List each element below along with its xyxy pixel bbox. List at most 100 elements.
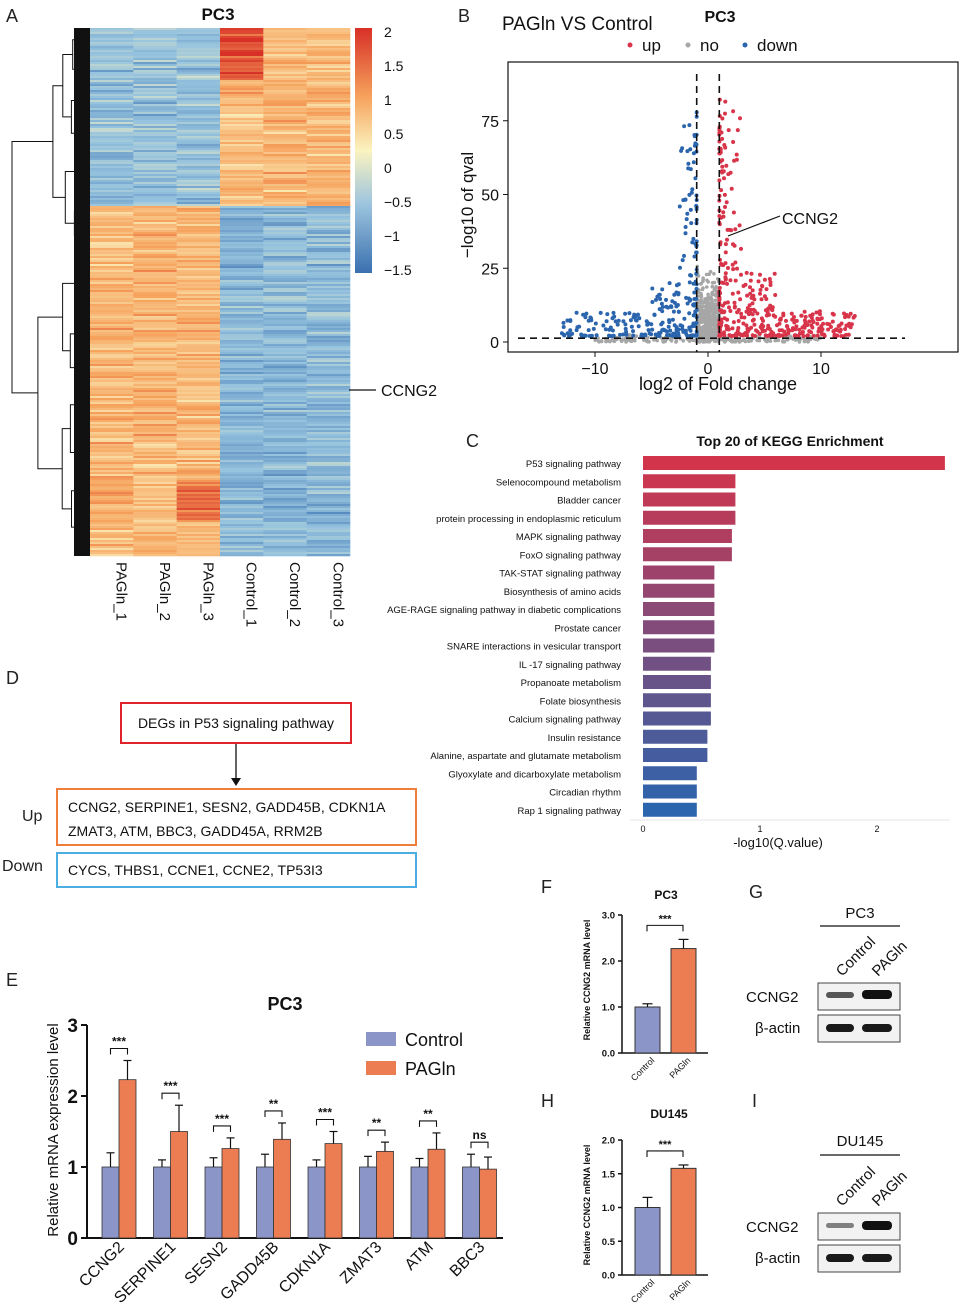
heatmap-cell	[306, 340, 351, 343]
heatmap-cell	[133, 130, 177, 133]
heatmap-cell	[220, 218, 264, 221]
heatmap-cell	[176, 276, 221, 279]
volcano-point-up	[750, 312, 755, 317]
expression-ytick-label: 1	[67, 1158, 78, 1179]
heatmap-cell	[306, 284, 351, 287]
heatmap-cell	[133, 464, 177, 467]
heatmap-cell	[133, 406, 177, 409]
volcano-point-down	[664, 297, 668, 302]
small-ytick-label: 2.0	[602, 957, 615, 968]
heatmap-cell	[263, 62, 307, 65]
heatmap-cell	[176, 376, 221, 379]
heatmap-cell	[90, 516, 134, 519]
heatmap-cell	[263, 140, 307, 143]
heatmap-cell	[176, 92, 221, 95]
heatmap-cell	[220, 196, 264, 199]
kegg-category-label: TAK-STAT signaling pathway	[499, 569, 621, 580]
heatmap-cell	[176, 396, 221, 399]
heatmap-cell	[90, 456, 134, 459]
volcano-point-up	[768, 303, 773, 308]
heatmap-cell	[176, 260, 221, 263]
heatmap-cell	[90, 380, 134, 383]
volcano-point-up	[811, 333, 816, 338]
heatmap-cell	[90, 474, 134, 477]
small-bar	[634, 1207, 661, 1276]
heatmap-cell	[90, 64, 134, 67]
heatmap-cell	[176, 394, 221, 397]
heatmap-cell	[133, 118, 177, 121]
heatmap-cell	[133, 478, 177, 481]
volcano-point-no	[619, 339, 624, 344]
heatmap-cell	[90, 540, 134, 543]
volcano-point-up	[748, 278, 753, 283]
heatmap-cell	[220, 520, 264, 523]
heatmap-cell	[90, 452, 134, 455]
dendrogram-branch	[62, 54, 73, 118]
heatmap-cell	[220, 80, 264, 83]
heatmap-cell	[90, 80, 134, 83]
volcano-point-down	[691, 160, 696, 165]
heatmap-cell	[176, 412, 221, 415]
heatmap-cell	[263, 452, 307, 455]
heatmap-cell	[90, 38, 134, 41]
heatmap-cell	[90, 344, 134, 347]
heatmap-cell	[306, 510, 351, 513]
down-label: Down	[2, 858, 43, 875]
heatmap-cell	[90, 124, 134, 127]
volcano-point-up	[758, 272, 762, 277]
volcano-point-up	[747, 303, 752, 308]
heatmap-cell	[306, 382, 351, 385]
heatmap-cell	[133, 178, 177, 181]
heatmap-cell	[263, 266, 307, 269]
heatmap-cell	[220, 120, 264, 123]
heatmap-cell	[263, 56, 307, 59]
volcano-point-down	[610, 328, 615, 333]
heatmap-cell	[90, 298, 134, 301]
heatmap-cell	[133, 108, 177, 111]
heatmap-cell	[220, 346, 264, 349]
heatmap-cell	[220, 148, 264, 151]
heatmap-cell	[90, 234, 134, 237]
heatmap-cell	[220, 104, 264, 107]
volcano-point-down	[644, 319, 649, 324]
volcano-point-up	[719, 188, 724, 193]
heatmap-cell	[176, 132, 221, 135]
kegg-category-label: MAPK signaling pathway	[516, 532, 621, 543]
volcano-point-down	[594, 333, 599, 338]
heatmap-cell	[90, 512, 134, 515]
heatmap-cell	[263, 290, 307, 293]
heatmap-cell	[176, 538, 221, 541]
heatmap-cell	[220, 48, 264, 51]
heatmap-cell	[263, 146, 307, 149]
volcano-point-up	[722, 330, 726, 335]
heatmap-cell	[220, 140, 264, 143]
heatmap-cell	[263, 50, 307, 53]
heatmap-cell	[306, 56, 351, 59]
heatmap-cell	[306, 174, 351, 177]
heatmap-cell	[176, 266, 221, 269]
heatmap-cell	[220, 480, 264, 483]
heatmap-cell	[220, 170, 264, 173]
heatmap-cell	[220, 310, 264, 313]
heatmap-cell	[176, 332, 221, 335]
heatmap-cell	[263, 104, 307, 107]
heatmap-cell	[220, 356, 264, 359]
volcano-point-no	[713, 322, 718, 327]
volcano-point-down	[631, 333, 636, 338]
heatmap-cell	[133, 300, 177, 303]
heatmap-cell	[263, 324, 307, 327]
heatmap-cell	[90, 464, 134, 467]
heatmap-cell	[306, 552, 351, 555]
kegg-category-label: Alanine, aspartate and glutamate metabol…	[430, 751, 621, 762]
heatmap-cell	[133, 326, 177, 329]
heatmap-cell	[176, 390, 221, 393]
heatmap-cell	[176, 290, 221, 293]
heatmap-cell	[176, 342, 221, 345]
heatmap-cell	[306, 334, 351, 337]
heatmap-cell	[220, 296, 264, 299]
heatmap-cell	[220, 204, 264, 207]
heatmap-cell	[306, 160, 351, 163]
heatmap-cell	[176, 48, 221, 51]
heatmap-cell	[90, 260, 134, 263]
volcano-point-down	[684, 217, 689, 222]
